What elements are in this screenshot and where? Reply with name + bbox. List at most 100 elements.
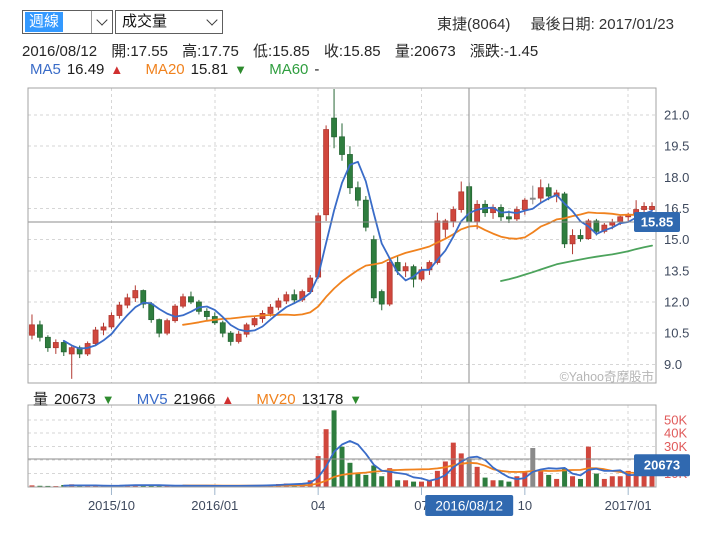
volume-bar [387, 468, 393, 487]
volume-label: 量: [394, 43, 414, 60]
period-select[interactable]: 週線 [22, 10, 113, 34]
chevron-down-icon [202, 11, 222, 33]
volume-bar [633, 472, 639, 487]
volume-bar [514, 476, 520, 487]
selected-date-badge [425, 495, 514, 516]
volume-axis-label: 40K [664, 426, 687, 441]
indicator-select[interactable]: 成交量 [115, 10, 223, 34]
volume-bar [617, 476, 623, 487]
close-label: 收: [323, 43, 344, 60]
candle-body [37, 324, 43, 338]
volume-bar [426, 480, 432, 487]
volume-bar [45, 485, 51, 487]
volume-bar [609, 476, 615, 487]
volume-bar [323, 429, 329, 487]
up-arrow-icon: ▲ [110, 62, 124, 77]
candle-body [76, 347, 83, 355]
candle-body [235, 333, 242, 342]
candle-body [108, 315, 115, 328]
candle-body [188, 296, 194, 303]
volume-bar [498, 480, 504, 487]
candle-body [132, 290, 139, 299]
change-value: -1.45 [504, 43, 539, 60]
ma5-value: 16.49 [66, 61, 105, 78]
volume-bar [164, 485, 170, 487]
volume-bar [649, 474, 655, 487]
candle-body [203, 310, 210, 317]
price-axis-label: 9.0 [664, 357, 682, 372]
candle-body [29, 324, 35, 336]
volume-bar [371, 465, 377, 487]
ma60-value: - [314, 61, 320, 78]
candle-body [370, 239, 377, 299]
ma5-line [62, 160, 653, 350]
volume-bar [570, 476, 576, 487]
change-label: 漲跌: [469, 43, 505, 60]
candle-body [545, 187, 552, 197]
mv5-label: MV5 [136, 391, 168, 408]
ma60-line [500, 244, 653, 282]
ma60-label: MA60 [269, 61, 309, 78]
candle-body [569, 235, 576, 245]
candle-body [354, 187, 361, 201]
candle-body [577, 235, 584, 240]
candle-body [180, 296, 186, 307]
candle-body [513, 209, 520, 220]
mv5-line [62, 440, 653, 487]
close-value: 15.85 [343, 43, 381, 60]
volume-bar [355, 473, 361, 487]
ma20-line [182, 211, 653, 326]
volume-bar [411, 481, 417, 487]
volume-bar [522, 472, 528, 487]
candle-body [140, 290, 147, 305]
volume-panel-border [27, 404, 657, 488]
price-panel-border [27, 87, 657, 384]
volume-bar [37, 485, 43, 487]
price-axis-label: 15.0 [664, 232, 689, 247]
price-axis-label: 13.5 [664, 263, 689, 278]
volume-bar [641, 473, 647, 487]
candle-body [601, 224, 608, 232]
volume-bar [379, 476, 385, 487]
candle-body [148, 303, 155, 321]
candle-body [506, 216, 512, 220]
volume-value: 20673 [413, 43, 456, 60]
candle-body [267, 306, 274, 314]
price-axis-label: 18.0 [664, 170, 689, 185]
x-axis-label: 04 [311, 498, 325, 513]
candle-body [227, 332, 234, 342]
x-axis-label: 10 [518, 498, 532, 513]
x-axis-label: 2016/01 [191, 498, 238, 513]
volume-bar [546, 474, 552, 487]
selected-price-badge [634, 211, 680, 232]
volume-bar [593, 473, 599, 487]
candle-body [649, 206, 655, 210]
candle-body [219, 322, 226, 334]
volume-bar [29, 485, 35, 487]
candle-body [60, 342, 67, 353]
volume-bar [577, 478, 583, 487]
candle-body [442, 220, 449, 230]
candle-body [617, 216, 624, 223]
candle-body [529, 197, 536, 200]
volume-bar [403, 480, 409, 487]
candle-body [156, 319, 163, 334]
up-arrow-icon: ▲ [221, 392, 235, 407]
mv20-label: MV20 [256, 391, 296, 408]
candle-body [283, 294, 290, 302]
volume-bar [148, 485, 154, 487]
volume-bar [625, 470, 631, 487]
candle-body [537, 187, 544, 199]
volume-bar [140, 485, 146, 487]
selected-volume-badge-text: 20673 [644, 458, 680, 473]
selected-volume-badge [634, 454, 690, 477]
candle-body [92, 329, 99, 344]
price-axis-label: 12.0 [664, 294, 689, 309]
down-arrow-icon: ▼ [101, 392, 115, 407]
down-arrow-icon: ▼ [234, 62, 248, 77]
stock-header: 東捷(8064) 最後日期: 2017/01/23 [437, 13, 674, 34]
volume-bar [363, 474, 369, 487]
indicator-select-value: 成交量 [122, 13, 168, 30]
ma20-label: MA20 [145, 61, 185, 78]
